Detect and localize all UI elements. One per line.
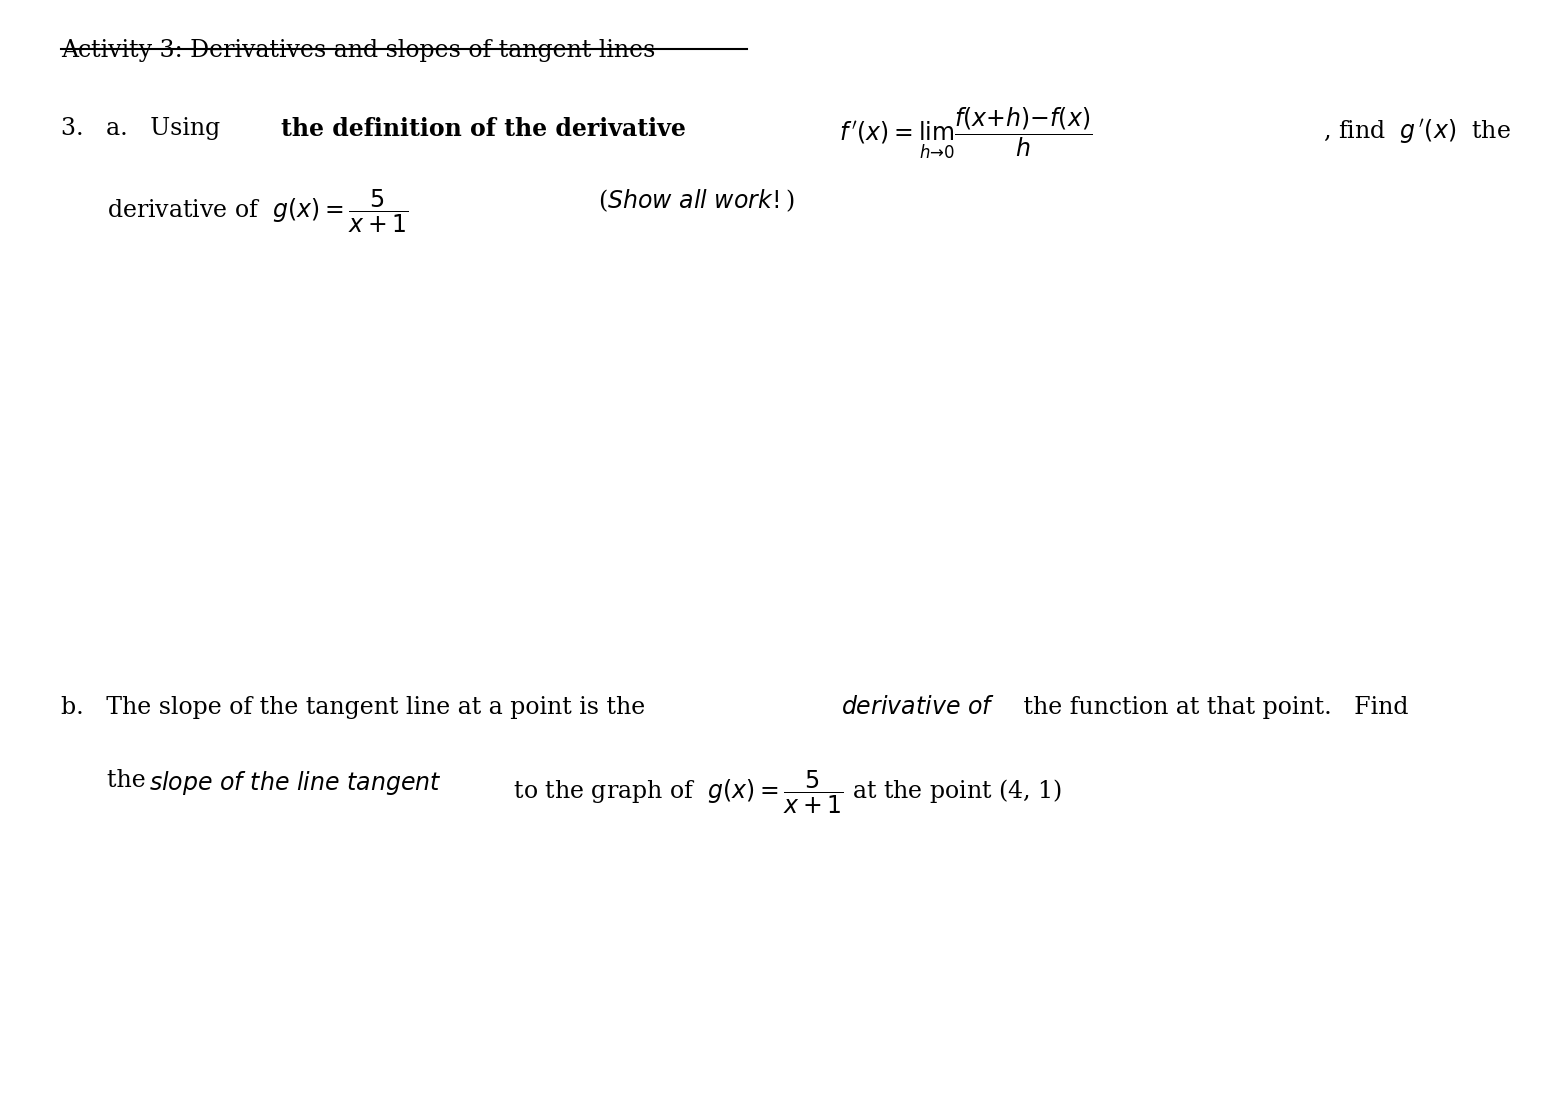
Text: the function at that point.   Find: the function at that point. Find (1016, 696, 1408, 720)
Text: the definition of the derivative: the definition of the derivative (280, 117, 686, 141)
Text: to the graph of  $g(x) = \dfrac{5}{x+1}$ at the point (4, 1): to the graph of $g(x) = \dfrac{5}{x+1}$ … (506, 769, 1063, 817)
Text: derivative of  $g(x) = \dfrac{5}{x+1}$: derivative of $g(x) = \dfrac{5}{x+1}$ (107, 187, 409, 235)
Text: $f\,'(x) = \lim_{h\to 0}\dfrac{f(x+h)-f(x)}{h}$: $f\,'(x) = \lim_{h\to 0}\dfrac{f(x+h)-f(… (839, 106, 1092, 162)
Text: b.   The slope of the tangent line at a point is the: b. The slope of the tangent line at a po… (61, 696, 654, 720)
Text: $\mathit{derivative\ of}$: $\mathit{derivative\ of}$ (840, 696, 994, 720)
Text: 3.   a.   Using: 3. a. Using (61, 117, 229, 140)
Text: Activity 3: Derivatives and slopes of tangent lines: Activity 3: Derivatives and slopes of ta… (61, 39, 655, 62)
Text: the: the (107, 769, 154, 792)
Text: ($\mathit{Show\ all\ work!}$): ($\mathit{Show\ all\ work!}$) (599, 187, 795, 214)
Text: $\mathbf{\mathit{slope\ of\ the\ line\ tangent}}$: $\mathbf{\mathit{slope\ of\ the\ line\ t… (149, 769, 442, 797)
Text: , find  $g\,'(x)$  the: , find $g\,'(x)$ the (1323, 117, 1511, 146)
